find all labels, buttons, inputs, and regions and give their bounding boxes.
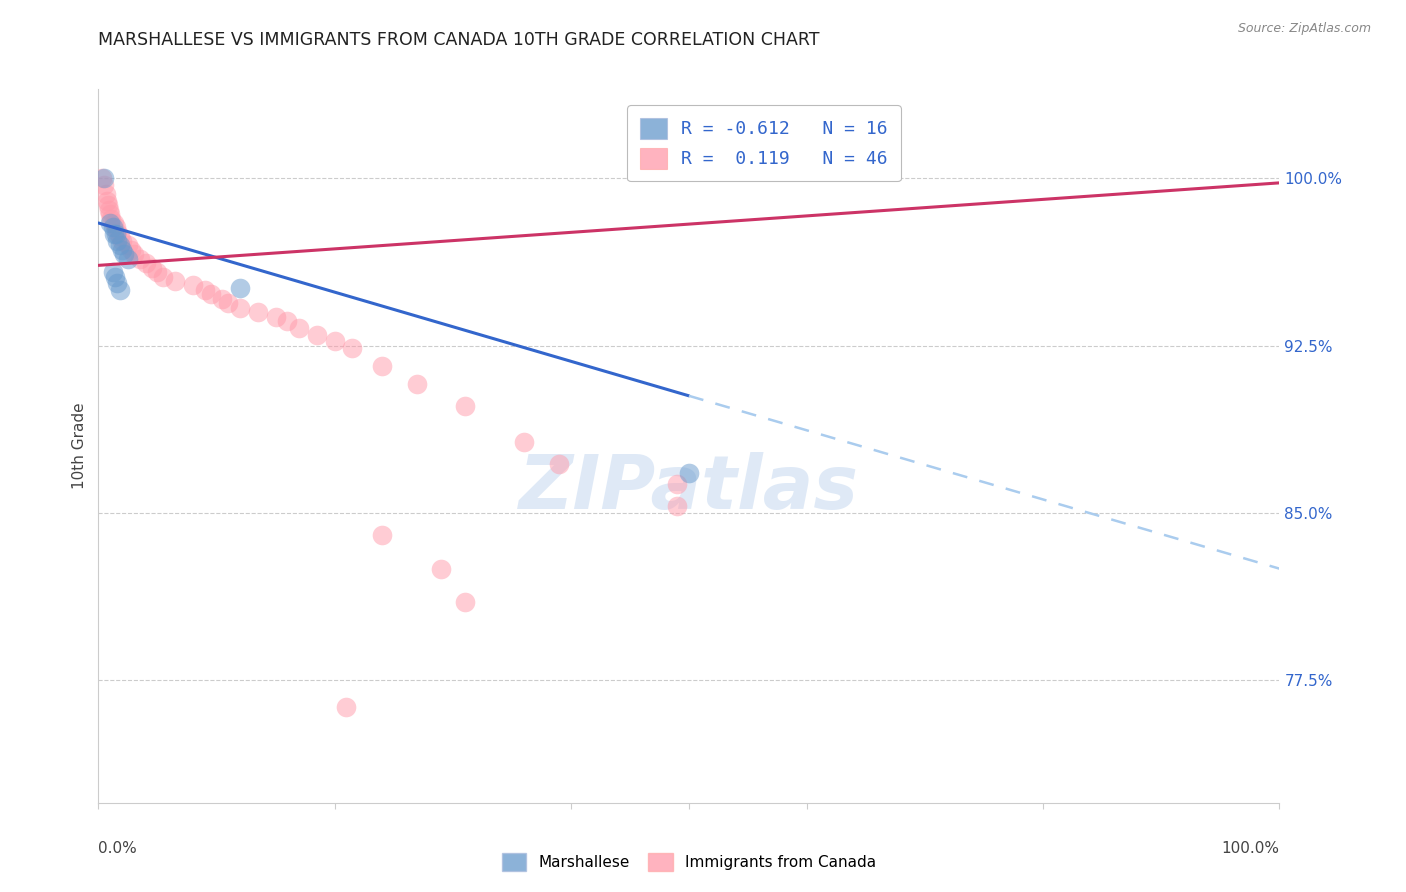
Point [93, 171, 115, 186]
Point [122, 247, 145, 261]
Y-axis label: 10th Grade: 10th Grade [72, 402, 87, 490]
Point [103, 227, 125, 242]
Point [194, 283, 217, 297]
Point [111, 234, 134, 248]
Text: Source: ZipAtlas.com: Source: ZipAtlas.com [1237, 22, 1371, 36]
Point [105, 225, 128, 239]
Point [666, 500, 689, 514]
Legend: Marshallese, Immigrants from Canada: Marshallese, Immigrants from Canada [496, 847, 882, 877]
Point [217, 296, 239, 310]
Point [104, 269, 127, 284]
Point [121, 243, 143, 257]
Text: 0.0%: 0.0% [98, 841, 138, 855]
Point [117, 252, 139, 266]
Point [229, 301, 252, 315]
Point [264, 310, 287, 324]
Point [94, 187, 117, 202]
Point [678, 466, 700, 480]
Point [103, 216, 125, 230]
Point [98, 202, 121, 217]
Point [200, 287, 222, 301]
Point [112, 247, 135, 261]
Point [91, 171, 114, 186]
Point [246, 305, 269, 319]
Point [105, 227, 128, 242]
Point [512, 434, 534, 449]
Point [453, 399, 475, 413]
Text: 100.0%: 100.0% [1222, 841, 1279, 855]
Point [181, 278, 204, 293]
Point [108, 283, 131, 297]
Point [229, 281, 252, 295]
Point [93, 178, 115, 193]
Point [323, 334, 346, 349]
Point [276, 314, 298, 328]
Point [105, 277, 128, 291]
Point [117, 238, 139, 252]
Point [101, 265, 124, 279]
Point [406, 376, 429, 391]
Text: MARSHALLESE VS IMMIGRANTS FROM CANADA 10TH GRADE CORRELATION CHART: MARSHALLESE VS IMMIGRANTS FROM CANADA 10… [98, 31, 820, 49]
Point [141, 260, 163, 275]
Point [108, 238, 131, 252]
Point [101, 220, 124, 235]
Point [371, 528, 394, 542]
Point [105, 220, 128, 235]
Point [98, 207, 121, 221]
Point [342, 341, 364, 355]
Point [211, 292, 233, 306]
Point [666, 477, 689, 491]
Point [105, 234, 128, 248]
Point [108, 229, 131, 244]
Point [152, 269, 174, 284]
Point [128, 252, 150, 266]
Point [100, 211, 122, 226]
Point [371, 359, 394, 373]
Point [146, 265, 169, 279]
Point [135, 256, 157, 270]
Text: ZIPatlas: ZIPatlas [519, 452, 859, 525]
Point [335, 699, 357, 714]
Point [165, 274, 187, 288]
Point [430, 562, 453, 576]
Point [453, 595, 475, 609]
Point [305, 327, 328, 342]
Point [111, 243, 134, 257]
Point [98, 216, 121, 230]
Point [97, 198, 120, 212]
Point [96, 194, 118, 208]
Point [548, 457, 571, 471]
Point [288, 320, 311, 334]
